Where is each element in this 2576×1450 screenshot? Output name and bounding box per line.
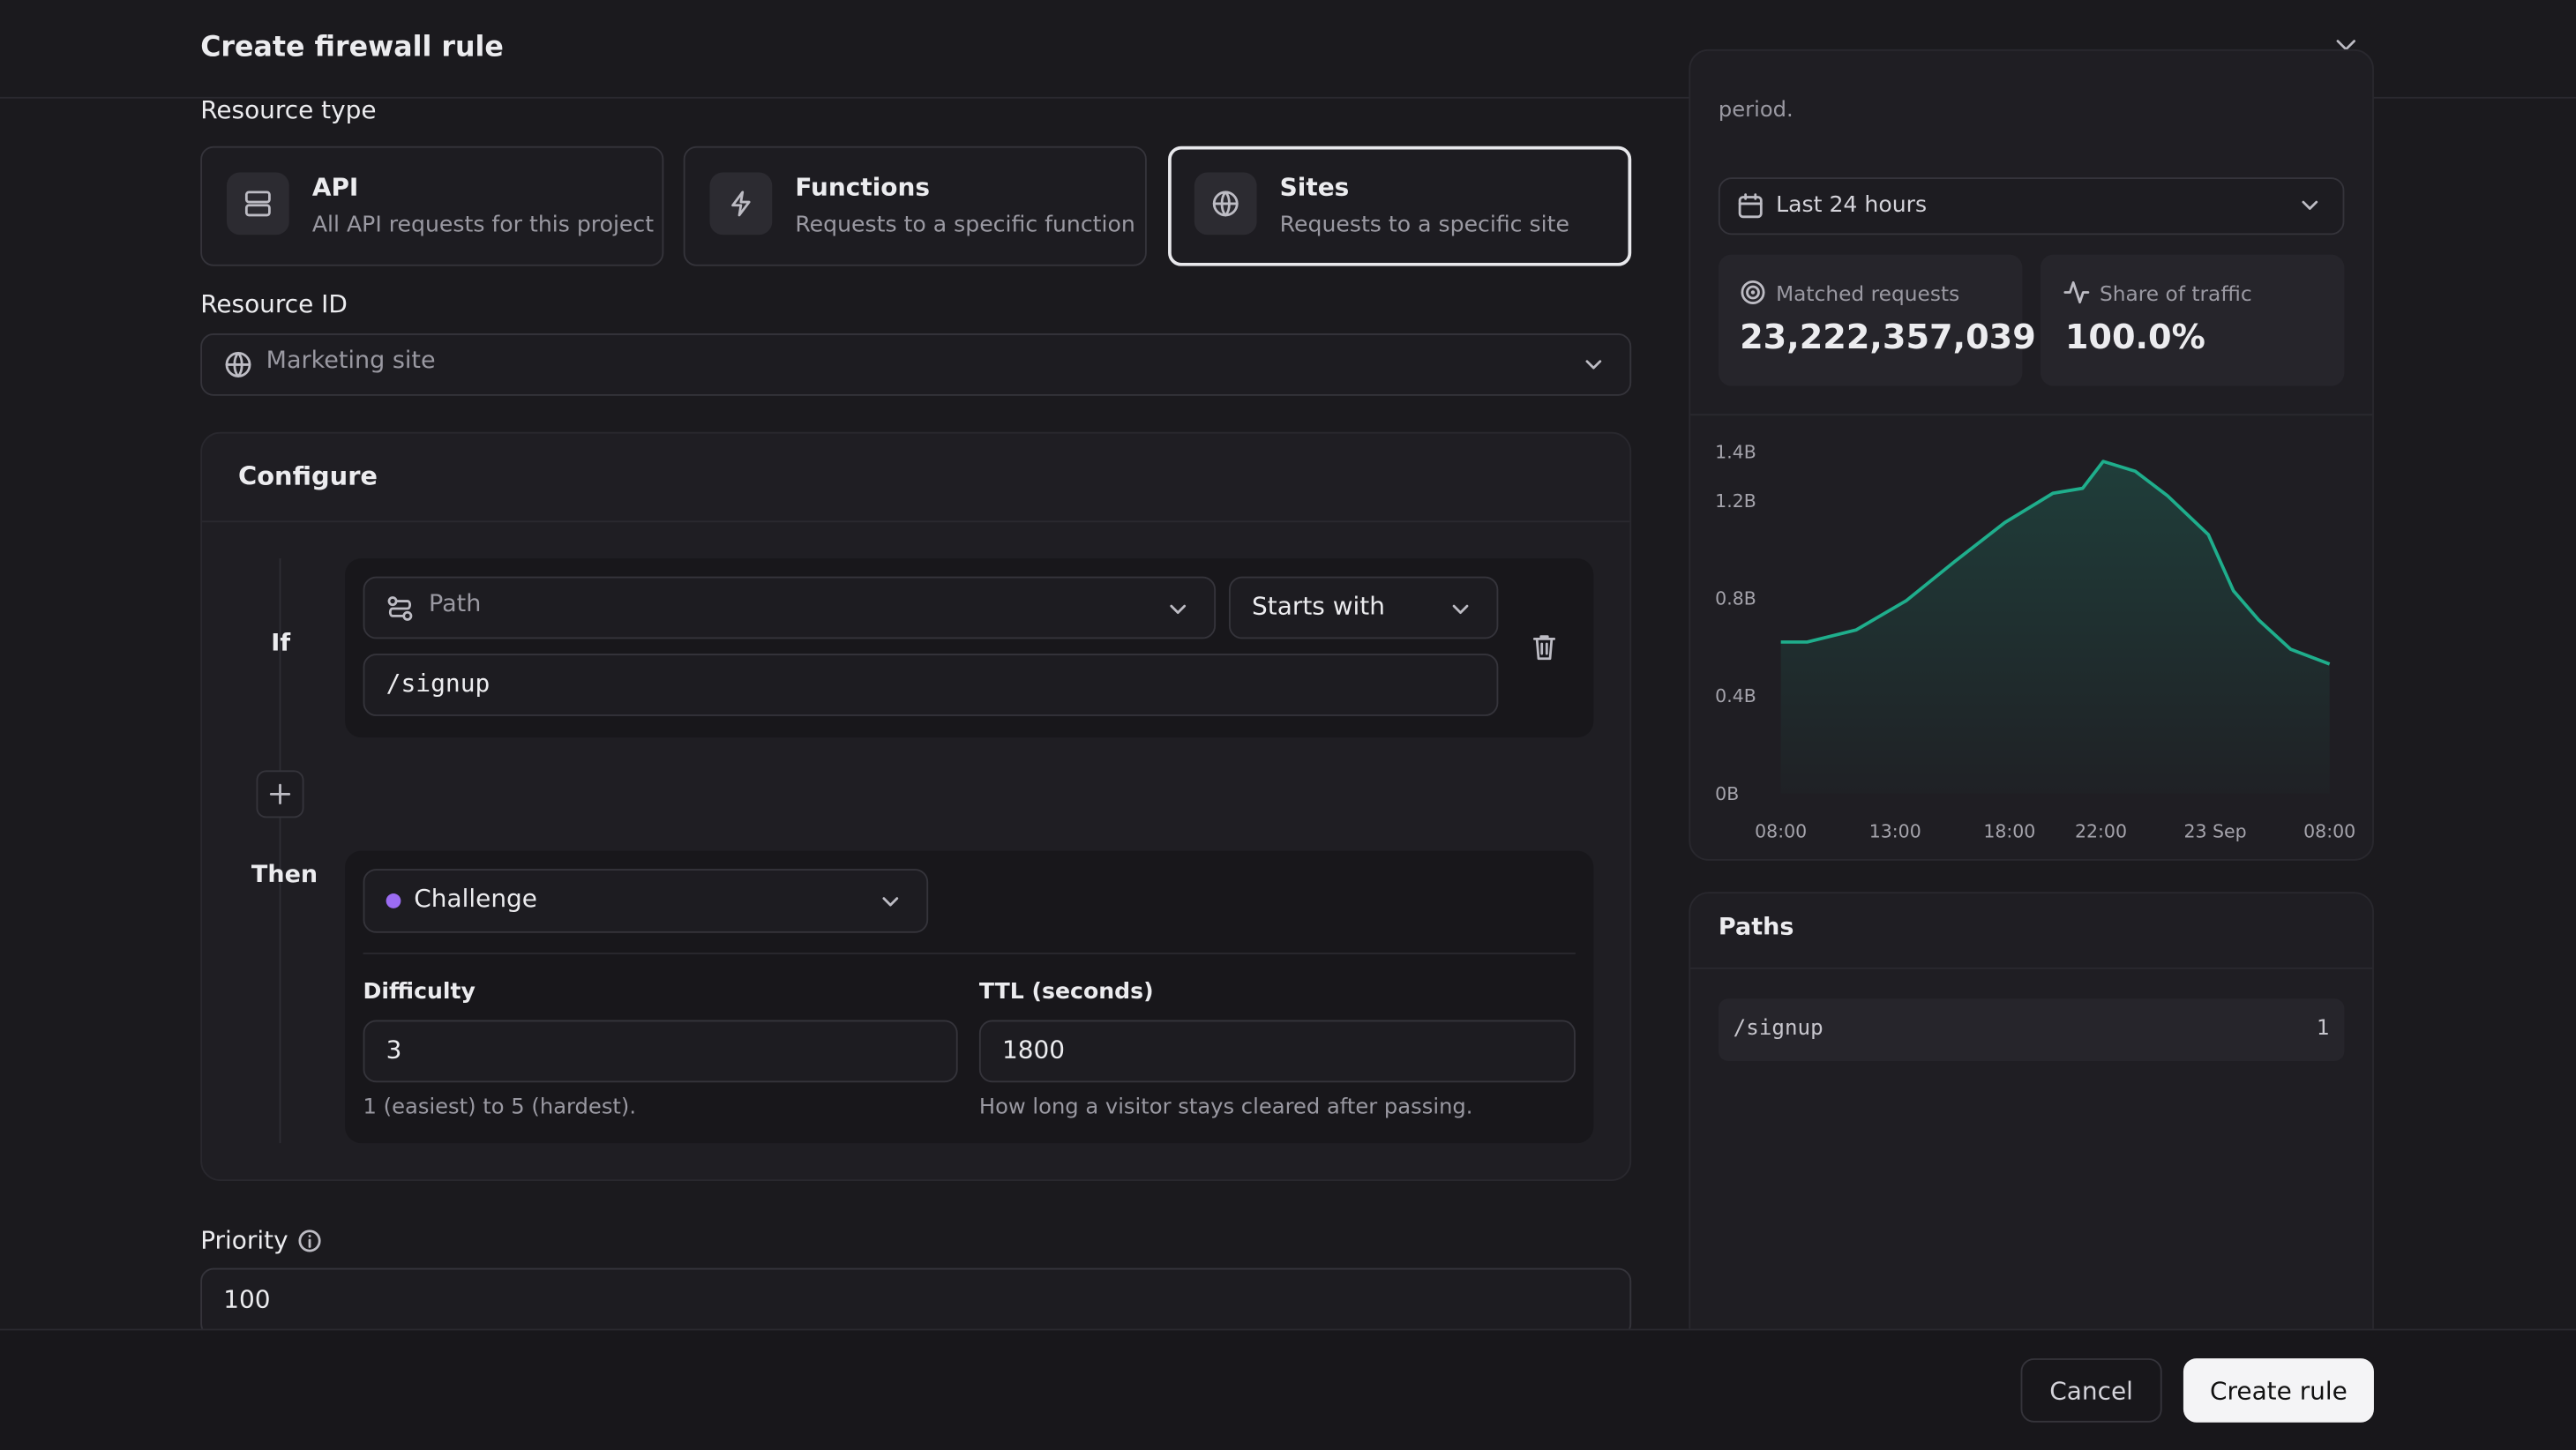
option-icon [226, 172, 289, 235]
field-label: Priority [200, 1225, 288, 1255]
line [1780, 460, 2331, 666]
dialog-footer [0, 1328, 2576, 1450]
chevron [1170, 604, 1187, 615]
field-label: Difficulty [363, 978, 476, 1005]
note: period. [1718, 98, 1793, 123]
cancel-button[interactable]: Cancel [2020, 1358, 2162, 1423]
dialog-header [0, 0, 2576, 99]
plus-icon [269, 783, 291, 805]
select[interactable] [200, 333, 1632, 396]
chevron [1585, 360, 1602, 370]
chevron [882, 897, 899, 907]
option-title: API [311, 172, 359, 203]
x-tick-label: 13:00 [1869, 821, 1921, 842]
if-label: If [271, 631, 291, 657]
then-label: Then [251, 862, 318, 889]
x-tick-label: 18:00 [1983, 821, 2035, 842]
paths-panel [1689, 892, 2374, 1369]
text-input[interactable] [978, 1020, 1576, 1083]
select-value: Path [429, 591, 482, 618]
divider [1690, 414, 2373, 416]
y-tick-label: 0B [1715, 783, 1739, 804]
y-tick-label: 0.4B [1715, 685, 1756, 706]
field-label: TTL (seconds) [978, 978, 1154, 1005]
button-label: Cancel [2049, 1375, 2133, 1406]
x-tick-label: 22:00 [2075, 821, 2127, 842]
chevron [2302, 200, 2318, 210]
input-value: 100 [223, 1284, 271, 1314]
select-value: Marketing site [266, 348, 436, 375]
hint: How long a visitor stays cleared after p… [978, 1095, 1473, 1121]
target-icon [1741, 280, 1765, 304]
text-input[interactable] [200, 1267, 1632, 1337]
delete-button[interactable] [1530, 632, 1560, 662]
select-value: Challenge [414, 883, 537, 914]
activity-icon [2063, 280, 2090, 304]
chevron [1452, 604, 1469, 615]
x-tick-label: 23 Sep [2184, 821, 2247, 842]
divider [363, 953, 1576, 954]
divider [202, 520, 1630, 523]
input-value: 3 [386, 1035, 402, 1065]
select[interactable] [1228, 576, 1499, 639]
option-description: All API requests for this project [311, 212, 655, 239]
option-description: Requests to a specific site [1279, 212, 1569, 239]
y-tick-label: 0.8B [1715, 588, 1756, 609]
option-icon [1194, 172, 1257, 235]
field-label: Resource ID [200, 288, 348, 319]
path-count: 1 [2316, 1016, 2330, 1042]
dialog-title: Create firewall rule [200, 31, 504, 64]
status-dot [386, 893, 401, 908]
option-description: Requests to a specific function [795, 212, 1135, 239]
input-value: 1800 [1001, 1035, 1066, 1065]
hint: 1 (easiest) to 5 (hardest). [363, 1095, 637, 1121]
info-icon[interactable] [297, 1229, 322, 1253]
path: /signup [1733, 1016, 1823, 1042]
option-title: Functions [795, 172, 930, 203]
text-input[interactable] [363, 1020, 958, 1083]
field-label: Resource type [200, 95, 377, 125]
stat-label: Matched requests [1776, 280, 1960, 306]
panel-title: Configure [238, 461, 378, 491]
calendar-icon [1738, 193, 1763, 219]
rail [279, 558, 281, 1144]
x-tick-label: 08:00 [2303, 821, 2355, 842]
stat-label: Share of traffic [2099, 280, 2252, 306]
option-title: Sites [1279, 172, 1350, 203]
path-icon [387, 596, 413, 621]
text-input[interactable] [363, 654, 1499, 716]
input-value: /signup [386, 668, 490, 699]
stat-card [1718, 254, 2023, 386]
stat-value: 23,222,357,039 [1740, 317, 2036, 357]
select-value: Last 24 hours [1776, 191, 1928, 219]
path-row [1718, 998, 2345, 1062]
range-select[interactable] [1718, 177, 2345, 235]
select-value: Starts with [1252, 591, 1385, 621]
y-tick-label: 1.4B [1715, 442, 1756, 463]
globe-icon [225, 351, 251, 377]
create-button[interactable]: Create rule [2183, 1358, 2374, 1423]
divider [1690, 967, 2373, 969]
select[interactable] [363, 576, 1217, 639]
button-label: Create rule [2210, 1375, 2348, 1406]
panel-title: Paths [1718, 915, 1794, 942]
stat-value: 100.0% [2064, 317, 2205, 357]
y-tick-label: 1.2B [1715, 490, 1756, 512]
x-tick-label: 08:00 [1755, 821, 1807, 842]
stat-card [2040, 254, 2345, 386]
select[interactable] [363, 869, 929, 933]
area [1780, 461, 2330, 794]
option-icon [709, 172, 773, 235]
